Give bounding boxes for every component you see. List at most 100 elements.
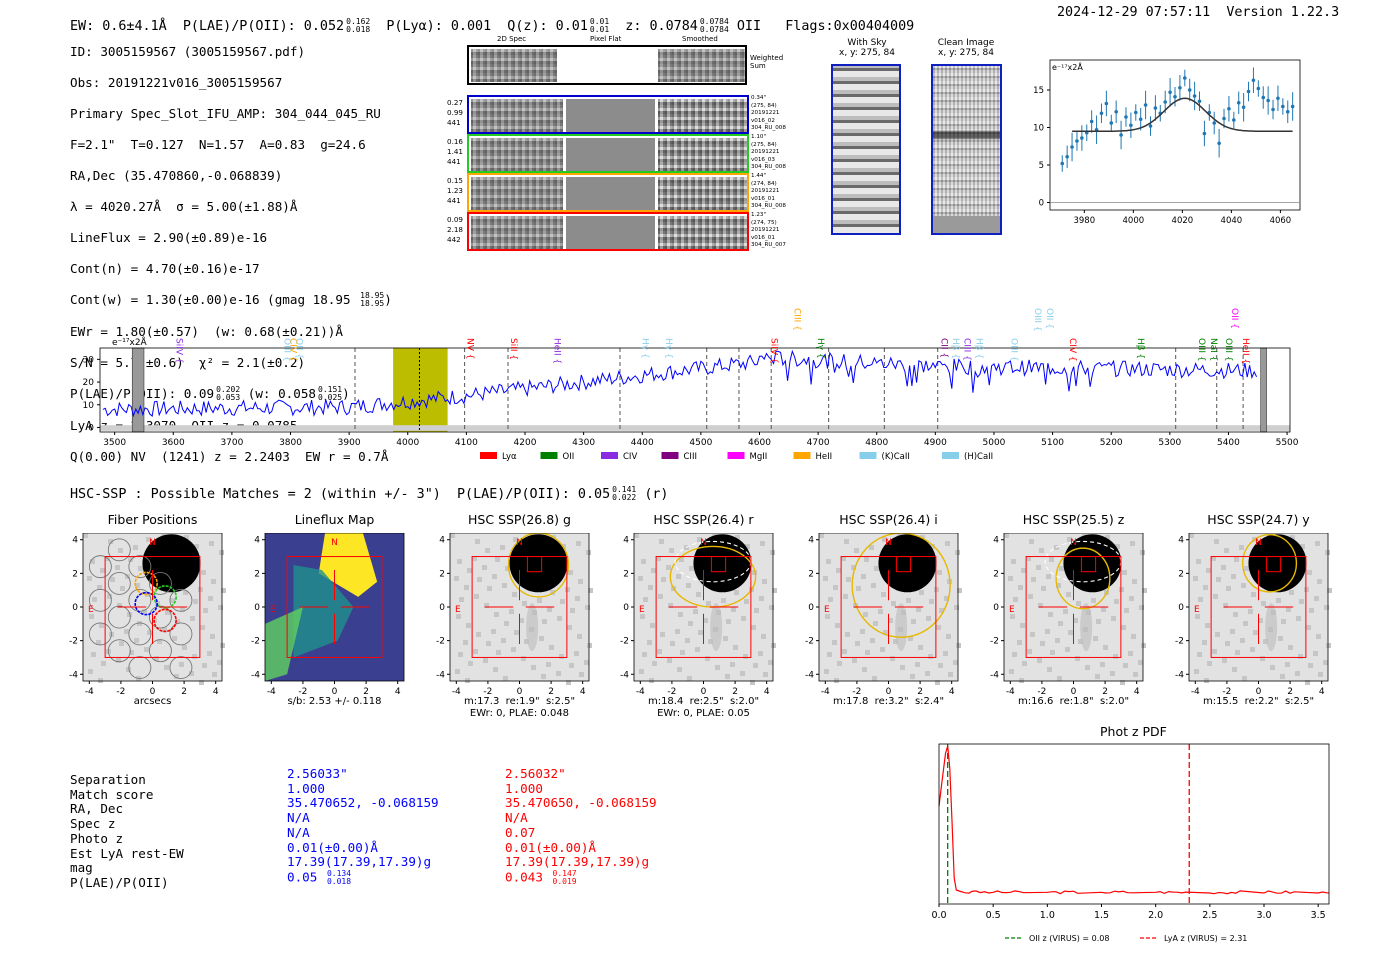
stamp-xtick-label: -4 <box>821 687 830 697</box>
stamp-ytick-label: 2 <box>1178 569 1184 579</box>
stamp-noise-pixel <box>677 667 682 672</box>
match-table-label: Photo z <box>70 830 124 846</box>
stamp-noise-pixel <box>1258 618 1263 623</box>
stamp-noise-pixel <box>957 588 962 593</box>
stamp-noise-pixel <box>906 598 911 603</box>
spectrum-line-label: OIII { <box>282 338 292 362</box>
zoom-xtick-label: 4060 <box>1270 216 1292 226</box>
fiber-circle <box>88 555 112 579</box>
stamp-noise-pixel <box>1123 663 1128 668</box>
photz-pdf-chart: 0.0 0.5 1.0 1.5 2.0 2.5 3.0 3.5 OII z (VIRUS) = … <box>931 743 1330 943</box>
cutout-row-values: 0.15 1.23 441 <box>447 176 464 205</box>
stamp-noise-pixel <box>642 652 647 657</box>
stamp-xtick-label: -2 <box>667 687 676 697</box>
spectrum-trace <box>102 349 1258 418</box>
clean-image <box>931 64 1002 235</box>
stamp-noise-pixel <box>483 658 488 663</box>
photz-frame <box>938 743 1330 905</box>
compass-east: E <box>1009 605 1015 615</box>
stamp-noise-pixel <box>560 599 565 604</box>
selected-fiber-circle <box>134 591 158 616</box>
spectrum-legend-swatch <box>601 452 618 459</box>
stamp-noise-pixel <box>827 652 832 657</box>
header-plya: P(Lyα): 0.001 <box>386 19 492 34</box>
stamp-xtick-label: -4 <box>85 687 94 697</box>
stamp-noise-pixel <box>878 609 883 614</box>
stamp-xtick-label: 0 <box>150 687 156 697</box>
stamp-noise-pixel <box>164 665 169 670</box>
stamp-noise-pixel <box>1038 603 1043 608</box>
stamp-faint-source <box>1080 603 1093 652</box>
stamp-noise-pixel <box>162 627 167 632</box>
stamp-noise-pixel <box>1040 641 1045 646</box>
compass-east: E <box>270 605 276 615</box>
stamp-ytick-label: 2 <box>993 569 999 579</box>
stamp-noise-pixel <box>695 647 700 652</box>
stamp-noise-pixel <box>881 592 886 597</box>
stamp-noise-pixel <box>144 647 149 652</box>
stamp-noise-pixel <box>99 623 104 628</box>
match-table-col1: 2.56033" 1.000 35.470652, -0.068159 N/A N/A 0… <box>287 766 439 886</box>
stamp-xtick-label: -2 <box>1037 687 1046 697</box>
stamp-noise-pixel <box>725 674 730 679</box>
photz-legend-label: LyA z (VIRUS) = 2.31 <box>1164 934 1247 943</box>
stamp-noise-pixel <box>504 621 509 626</box>
photz-xtick-label: 1.0 <box>1040 910 1055 921</box>
stamp-noise-pixel <box>842 649 847 654</box>
stamp-noise-pixel <box>542 619 547 624</box>
stamp-noise-pixel <box>524 639 529 644</box>
stamp-noise-pixel <box>670 641 675 646</box>
stamp-noise-pixel <box>500 545 505 550</box>
stamp-noise-pixel <box>539 636 544 641</box>
stamp-xtick-label: 4 <box>213 687 219 697</box>
stamp-faint-source <box>526 603 539 652</box>
stamp-noise-pixel <box>1115 544 1120 549</box>
stamp-noise-pixel <box>661 577 666 582</box>
stamp-caption: m:16.6 re:1.8" s:2.0" <box>1017 696 1130 707</box>
photz-xtick-label: 0.5 <box>986 910 1001 921</box>
stamp-noise-pixel <box>1047 667 1052 672</box>
zoom-data-point <box>1241 105 1246 110</box>
stamp-image: N E -4 -2 0 2 4 4 2 0 -2 -4 <box>251 533 405 697</box>
stamp-noise-pixel <box>549 645 554 650</box>
stamp-noise-pixel <box>1055 638 1060 643</box>
stamp-noise-pixel <box>107 594 112 599</box>
stamp-noise-pixel <box>1196 559 1201 564</box>
stamp-noise-pixel <box>493 667 498 672</box>
stamp-ytick-label: 0 <box>808 603 814 613</box>
stamp-noise-pixel <box>183 590 188 595</box>
photz-legend-label: OII z (VIRUS) = 0.08 <box>1029 934 1109 943</box>
stamp-noise-pixel <box>915 662 920 667</box>
stamp-noise-pixel <box>834 678 839 683</box>
stamp-noise-pixel <box>91 652 96 657</box>
stamp-noise-pixel <box>689 566 694 571</box>
stamp-image: N E -4 -2 0 2 4 4 2 0 -2 -4 <box>620 533 777 697</box>
fiber-circle <box>148 572 172 595</box>
spectrum-xtick-label: 4900 <box>924 438 947 448</box>
zoom-data-point <box>1099 111 1104 116</box>
zoom-data-point <box>1256 86 1261 91</box>
stamp-xtick-label: -4 <box>636 687 645 697</box>
zoom-data-point <box>1222 116 1226 121</box>
stamp-title: HSC SSP(26.4) r <box>653 512 754 527</box>
stamp-noise-pixel <box>565 587 570 592</box>
header-ew: EW: 0.6±4.1Å <box>70 19 167 34</box>
stamp-noise-pixel <box>1326 643 1331 648</box>
stamp-noise-pixel <box>1091 598 1096 603</box>
stamp-ytick-label: -4 <box>620 670 629 680</box>
stamp-noise-pixel <box>473 649 478 654</box>
photz-xtick-label: 0.0 <box>931 910 946 921</box>
fiber-circle <box>128 656 152 679</box>
stamp-noise-pixel <box>147 630 152 635</box>
stamp-noise-pixel <box>87 576 92 581</box>
zoom-data-point <box>1129 123 1133 128</box>
stamp-noise-pixel <box>1198 597 1203 602</box>
cutout-row <box>467 95 749 134</box>
zoom-ytick-label: 0 <box>1039 199 1044 209</box>
spectrum-legend-label: CIII <box>684 452 697 462</box>
spectrum-line-label: HeII { <box>1240 338 1250 364</box>
stamp-noise-pixel <box>698 630 703 635</box>
stamp-xtick-label: 4 <box>764 687 770 697</box>
stamp-noise-pixel <box>521 656 526 661</box>
stamp-noise-pixel <box>119 641 124 646</box>
